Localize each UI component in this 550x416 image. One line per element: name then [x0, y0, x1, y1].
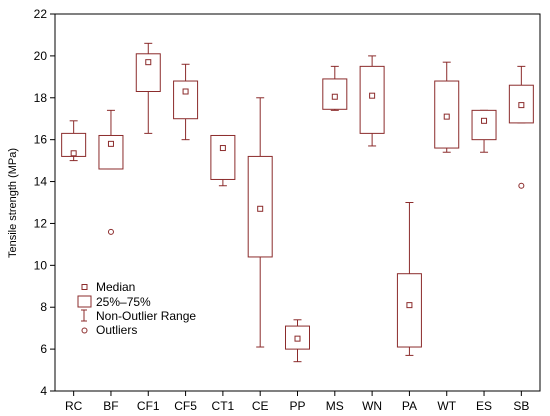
outlier-point	[518, 182, 525, 189]
y-axis-label: Tensile strength (MPa)	[7, 148, 19, 258]
legend: Median 25%–75% Non-Outlier Range Outlier…	[77, 280, 196, 337]
x-tick-label: CF1	[137, 399, 160, 413]
median-marker	[443, 113, 450, 120]
x-tick-label: SB	[513, 399, 529, 413]
box-pp	[285, 319, 310, 363]
box-ce	[247, 97, 273, 348]
x-tick-label: CE	[252, 399, 269, 413]
x-axis: RC BF CF1 CF5 CT1 CE PP MS WN PA WT ES SB	[65, 391, 529, 413]
x-tick-label: ES	[476, 399, 492, 413]
box-ms	[322, 65, 348, 111]
iqr-box	[98, 134, 124, 170]
legend-box-label: 25%–75%	[96, 295, 151, 309]
outlier-point	[107, 228, 114, 235]
median-marker	[406, 302, 413, 309]
median-marker	[70, 150, 77, 157]
box-cf5	[173, 63, 199, 141]
iqr-box	[61, 132, 87, 157]
x-tick-label: PA	[402, 399, 417, 413]
y-tick-label: 14	[34, 175, 48, 189]
y-tick-label: 8	[40, 300, 47, 314]
box-pa	[396, 202, 422, 356]
x-tick-label: MS	[326, 399, 344, 413]
box-sb	[508, 65, 534, 189]
legend-box-marker	[77, 295, 92, 308]
y-tick-label: 12	[34, 216, 48, 230]
median-marker	[257, 205, 264, 212]
x-tick-label: BF	[103, 399, 118, 413]
box-ct1	[210, 134, 236, 187]
boxes	[61, 42, 534, 363]
box-cf1	[135, 42, 161, 134]
median-marker	[518, 102, 525, 109]
box-wn	[359, 55, 385, 147]
y-axis: 4 6 8 10 12 14 16 18 20 22	[34, 7, 55, 398]
y-tick-label: 20	[34, 49, 48, 63]
iqr-box	[359, 65, 385, 134]
median-marker	[107, 140, 114, 147]
x-tick-label: RC	[65, 399, 83, 413]
legend-outlier-marker	[81, 327, 88, 334]
y-tick-label: 6	[40, 342, 47, 356]
iqr-box	[173, 80, 199, 120]
y-tick-label: 18	[34, 91, 48, 105]
x-tick-label: CF5	[174, 399, 197, 413]
legend-median-marker	[81, 284, 88, 290]
iqr-box	[210, 134, 236, 180]
x-tick-label: CT1	[212, 399, 235, 413]
median-marker	[369, 92, 376, 99]
median-marker	[481, 117, 488, 124]
iqr-box	[396, 273, 422, 348]
box-rc	[61, 120, 87, 162]
median-marker	[219, 145, 226, 152]
legend-range-label: Non-Outlier Range	[96, 309, 196, 323]
median-marker	[182, 88, 189, 95]
box-es	[471, 109, 497, 153]
x-tick-label: PP	[289, 399, 305, 413]
x-tick-label: WT	[437, 399, 456, 413]
box-bf	[98, 109, 124, 235]
y-tick-label: 22	[34, 7, 48, 21]
y-tick-label: 10	[34, 258, 48, 272]
median-marker	[294, 335, 301, 342]
legend-range-marker	[81, 309, 87, 322]
iqr-box	[471, 109, 497, 141]
median-marker	[331, 93, 338, 100]
box-wt	[434, 61, 460, 153]
legend-outliers-label: Outliers	[96, 323, 137, 337]
y-tick-label: 4	[40, 384, 47, 398]
y-tick-label: 16	[34, 133, 48, 147]
legend-median-label: Median	[96, 280, 135, 294]
median-marker	[145, 59, 152, 66]
x-tick-label: WN	[362, 399, 382, 413]
